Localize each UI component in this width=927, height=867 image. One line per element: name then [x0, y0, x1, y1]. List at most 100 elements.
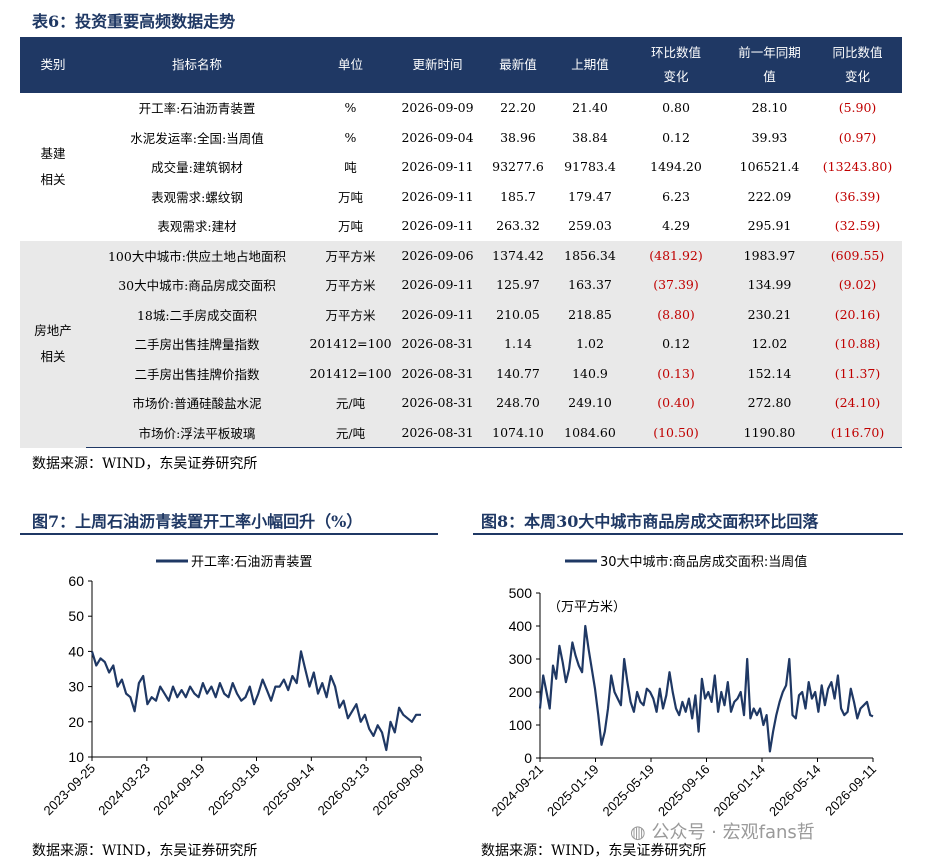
- x-tick-label: 2026-01-14: [710, 762, 768, 820]
- cell-mom-change: (481.92): [626, 240, 726, 270]
- cell-latest: 185.7: [500, 188, 536, 204]
- cell-unit: 元/吨: [308, 388, 393, 418]
- figure7-title: 图7：上周石油沥青装置开工率小幅回升（%）: [32, 512, 363, 531]
- cell-latest: 263.32: [496, 218, 540, 234]
- cell-yoy-change: (13243.80): [822, 159, 893, 175]
- table-row: 基建 相关 开工率:石油沥青装置% 2026-09-09 22.20 21.40 0.80 2…: [20, 93, 902, 187]
- cell-previous: 249.10: [554, 388, 626, 418]
- cell-latest: 1.14: [482, 329, 554, 359]
- figure8-title-rule: [473, 533, 903, 535]
- table-row: 表观需求:建材 万吨 2026-09-11 263.32 259.03 4.29 295.9…: [20, 211, 902, 241]
- cell-mom-change: 6.23: [662, 188, 690, 204]
- figure7-title-rule: [20, 533, 438, 535]
- table-row: 18城:二手房成交面积 万平方米 2026-09-11 210.05 218.85 (8.…: [20, 299, 902, 329]
- cell-yoy-change: (116.70): [813, 417, 902, 448]
- x-tick-label: 2025-01-19: [544, 762, 602, 820]
- cell-latest: 38.96: [500, 129, 536, 145]
- cell-yoy-change: (36.39): [834, 188, 881, 204]
- header-previous: 上期值: [554, 37, 626, 93]
- cell-indicator: 市场价:普通硅酸盐水泥: [86, 388, 308, 418]
- table-row: 30大中城市:商品房成交面积 万平方米 2026-09-11 125.97 163.37…: [20, 270, 902, 300]
- cell-previous: 1084.60: [554, 417, 626, 448]
- table-title: 表6：投资重要高频数据走势: [32, 12, 236, 31]
- y-tick-label: 200: [509, 684, 533, 700]
- header-prev-year: 前一年同期值: [726, 37, 813, 93]
- header-mom-change: 环比数值 变化: [626, 37, 726, 93]
- y-tick-label: 300: [509, 651, 533, 667]
- x-tick-label: 2026-09-11: [822, 762, 879, 819]
- cell-indicator: 成交量:建筑钢材: [151, 160, 243, 176]
- line-chart-svg: 01002003004005002024-09-212025-01-192025…: [488, 554, 879, 820]
- cell-previous: 259.03: [568, 218, 612, 234]
- cell-prev-year: 230.21: [726, 299, 813, 329]
- cell-unit: 万平方米: [308, 240, 393, 270]
- header-yoy-change: 同比数值 变化: [813, 37, 902, 93]
- cell-indicator: 100大中城市:供应土地占地面积: [86, 240, 308, 270]
- cell-previous: 1.02: [554, 329, 626, 359]
- cell-prev-year: 272.80: [726, 388, 813, 418]
- cell-unit: 元/吨: [308, 417, 393, 448]
- cell-latest: 248.70: [482, 388, 554, 418]
- x-tick-label: 2026-03-13: [315, 761, 373, 819]
- x-tick-label: 2025-09-14: [260, 761, 318, 819]
- cell-mom-change: 1494.20: [650, 159, 702, 175]
- cell-prev-year: 106521.4: [739, 159, 800, 175]
- cell-latest: 125.97: [482, 270, 554, 300]
- data-table: 类别 指标名称 单位 更新时间 最新值 上期值 环比数值 变化 前一年同期值 同比…: [20, 37, 902, 448]
- cell-yoy-change: (32.59): [834, 218, 881, 234]
- legend-label: 30大中城市:商品房成交面积:当周值: [600, 554, 807, 570]
- cell-latest: 210.05: [482, 299, 554, 329]
- cell-unit: 吨: [344, 160, 357, 176]
- cell-previous: 163.37: [554, 270, 626, 300]
- x-tick-label: 2024-09-19: [150, 761, 208, 819]
- cell-unit: 201412=100: [308, 358, 393, 388]
- cell-indicator: 开工率:石油沥青装置: [138, 101, 256, 117]
- cell-mom-change: (10.50): [626, 417, 726, 448]
- cell-latest: 1074.10: [482, 417, 554, 448]
- watermark-text: 公众号 · 宏观fans哲: [651, 822, 815, 843]
- cell-mom-change: 4.29: [662, 218, 690, 234]
- line-chart-svg: 10 20 30 40 50 60 2023-09-252024-03-232024-09-…: [40, 554, 427, 819]
- x-tick-label: 2025-09-16: [655, 762, 713, 820]
- cell-indicator: 表观需求:螺纹钢: [151, 189, 243, 205]
- cell-indicator: 二手房出售挂牌价指数: [86, 358, 308, 388]
- header-latest: 最新值: [482, 37, 554, 93]
- cell-prev-year: 28.10: [751, 100, 788, 116]
- cell-prev-year: 1190.80: [726, 417, 813, 448]
- figure8-chart: 0 100 200 300 400 500 2024-09-21 2025-01-19 2025…: [473, 540, 903, 832]
- cell-mom-change: (8.80): [626, 299, 726, 329]
- cell-unit: %: [344, 129, 357, 145]
- x-tick-label: 2026-05-14: [766, 762, 824, 820]
- cell-date: 2026-08-31: [393, 417, 482, 448]
- cell-prev-year: 222.09: [747, 188, 792, 204]
- cell-latest: 93277.6: [492, 159, 544, 175]
- header-category: 类别: [20, 37, 86, 93]
- cell-previous: 21.40: [572, 100, 608, 116]
- cell-date: 2026-09-04: [401, 129, 474, 145]
- table-row: 市场价:普通硅酸盐水泥 元/吨 2026-08-31 248.70 249.10 (0.4…: [20, 388, 902, 418]
- wechat-icon: ◍: [630, 822, 646, 843]
- cell-unit: 万吨: [337, 219, 363, 235]
- series-line: [90, 650, 421, 752]
- cell-date: 2026-09-06: [393, 240, 482, 270]
- cell-mom-change: 0.12: [662, 129, 690, 145]
- cell-prev-year: 39.93: [751, 129, 788, 145]
- series-line: [538, 624, 874, 753]
- y-tick-label: 20: [68, 714, 84, 730]
- table-row: 二手房出售挂牌价指数 201412=100 2026-08-31 140.77 140.…: [20, 358, 902, 388]
- table-row: 水泥发运率:全国:当周值% 2026-09-04 38.96 38.84 0.12 39.…: [20, 123, 902, 153]
- cell-indicator: 30大中城市:商品房成交面积: [86, 270, 308, 300]
- cell-date: 2026-09-11: [401, 218, 474, 234]
- cell-unit: %: [344, 100, 357, 116]
- cell-indicator: 表观需求:建材: [157, 219, 237, 235]
- cell-date: 2026-09-11: [393, 270, 482, 300]
- cell-indicator: 18城:二手房成交面积: [86, 299, 308, 329]
- y-tick-label: 10: [68, 749, 84, 765]
- cell-prev-year: 1983.97: [726, 240, 813, 270]
- cell-unit: 万平方米: [308, 270, 393, 300]
- cell-prev-year: 152.14: [726, 358, 813, 388]
- cell-prev-year: 12.02: [726, 329, 813, 359]
- y-tick-label: 50: [68, 608, 84, 624]
- cell-previous: 91783.4: [564, 159, 616, 175]
- cell-previous: 1856.34: [554, 240, 626, 270]
